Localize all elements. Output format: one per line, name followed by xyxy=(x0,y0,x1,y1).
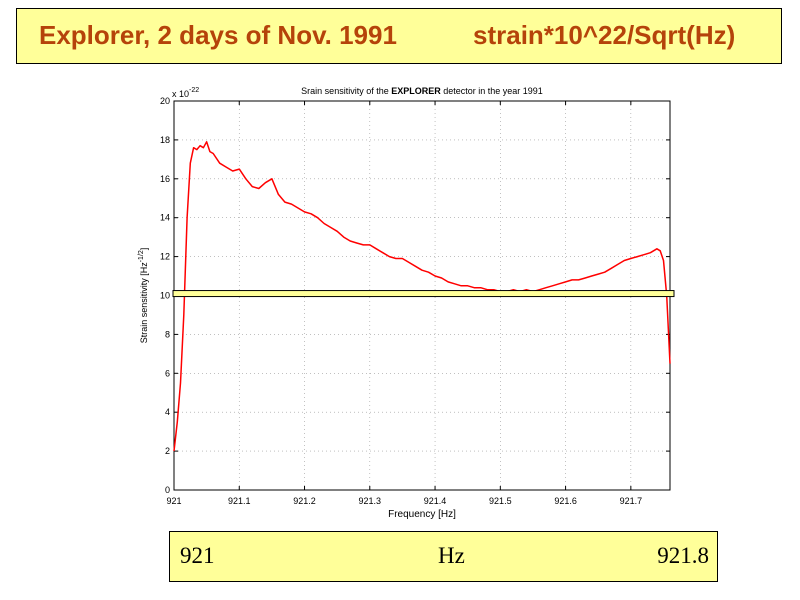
x-tick-label: 921.1 xyxy=(228,496,251,506)
y-tick-label: 4 xyxy=(165,407,170,417)
y-tick-label: 16 xyxy=(160,174,170,184)
slide-title-right: strain*10^22/Sqrt(Hz) xyxy=(473,20,736,50)
reference-line xyxy=(172,290,675,298)
tick-labels: 921 921.1 921.2 921.3 921.4 921.5 921.6 921.7 0 2… xyxy=(160,96,642,506)
chart: 921 921.1 921.2 921.3 921.4 921.5 921.6 921.7 0 2… xyxy=(138,86,675,520)
y-tick-label: 12 xyxy=(160,252,170,262)
x-axis-label: Frequency [Hz] xyxy=(388,509,456,520)
x-tick-label: 921 xyxy=(166,496,181,506)
series-line xyxy=(173,141,671,452)
slide-title-box: Explorer, 2 days of Nov. 1991 strain*10^… xyxy=(16,8,782,64)
x-tick-label: 921.6 xyxy=(554,496,577,506)
y-tick-label: 18 xyxy=(160,135,170,145)
frequency-range-box: 921 Hz 921.8 xyxy=(169,531,718,582)
y-tick-label: 20 xyxy=(160,96,170,106)
y-tick-label: 6 xyxy=(165,368,170,378)
y-tick-label: 10 xyxy=(160,291,170,301)
y-tick-label: 0 xyxy=(165,485,170,495)
y-multiplier: x 10-22 xyxy=(172,87,199,99)
range-unit: Hz xyxy=(438,543,465,568)
range-end: 921.8 xyxy=(657,543,709,568)
slide-title-left: Explorer, 2 days of Nov. 1991 xyxy=(39,20,397,50)
y-axis-label: Strain sensitivity [Hz-1/2] xyxy=(138,248,149,344)
x-tick-label: 921.3 xyxy=(359,496,382,506)
x-tick-label: 921.5 xyxy=(489,496,512,506)
x-tick-label: 921.2 xyxy=(293,496,316,506)
y-tick-label: 14 xyxy=(160,213,170,223)
axis-ticks xyxy=(173,100,670,491)
x-tick-label: 921.4 xyxy=(424,496,447,506)
y-tick-label: 2 xyxy=(165,446,170,456)
x-tick-label: 921.7 xyxy=(620,496,643,506)
range-start: 921 xyxy=(180,543,215,568)
chart-title: Srain sensitivity of the EXPLORER detect… xyxy=(301,86,543,96)
y-tick-label: 8 xyxy=(165,329,170,339)
